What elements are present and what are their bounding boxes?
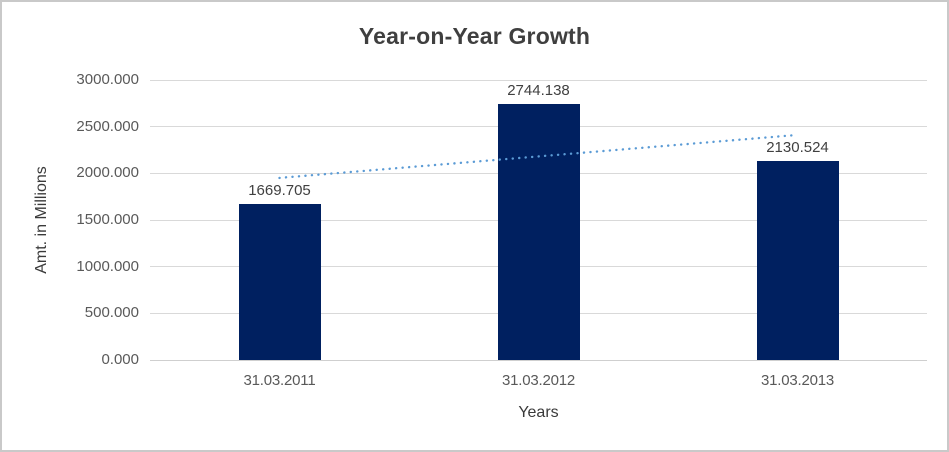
y-tick-label: 3000.000 bbox=[76, 71, 139, 88]
chart-title: Year-on-Year Growth bbox=[358, 23, 591, 49]
y-tick-label: 1000.000 bbox=[76, 257, 139, 275]
trendline bbox=[278, 133, 799, 180]
y-tick-label: 0.000 bbox=[101, 351, 139, 368]
x-tick-label: 31.03.2012 bbox=[501, 372, 576, 389]
y-tick-label: 500.000 bbox=[84, 304, 139, 322]
y-tick-label: 2500.000 bbox=[76, 117, 139, 135]
bar-31.03.2012 bbox=[497, 103, 580, 360]
gridline bbox=[150, 79, 927, 81]
y-tick-label: 1500.000 bbox=[76, 211, 139, 228]
x-tick-label: 31.03.2011 bbox=[243, 372, 316, 389]
bar-31.03.2013 bbox=[756, 161, 839, 360]
bar-value-label: 1669.705 bbox=[248, 182, 311, 200]
x-tick-label: 31.03.2013 bbox=[760, 372, 835, 389]
x-axis-title: Years bbox=[518, 404, 559, 421]
x-axis-line bbox=[150, 359, 927, 361]
bar-value-label: 2130.524 bbox=[766, 139, 829, 157]
bar-31.03.2011 bbox=[238, 204, 321, 360]
bar-value-label: 2744.138 bbox=[507, 81, 570, 99]
y-tick-label: 2000.000 bbox=[76, 164, 139, 182]
